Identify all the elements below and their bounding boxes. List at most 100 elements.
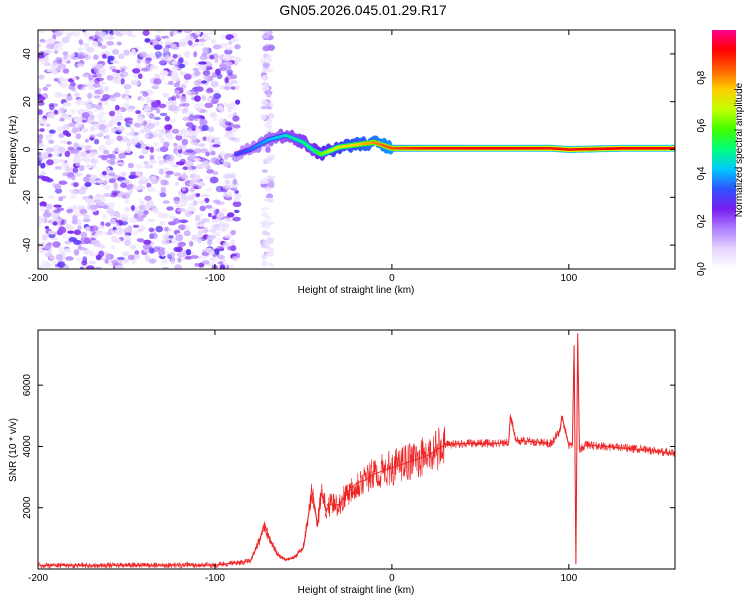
noise-speck — [146, 99, 152, 104]
noise-speck — [262, 169, 268, 173]
noise-speck — [86, 265, 95, 269]
noise-speck — [119, 73, 125, 78]
noise-speck — [234, 209, 240, 214]
noise-speck — [123, 239, 132, 247]
noise-speck — [232, 201, 242, 208]
noise-speck — [97, 200, 103, 207]
noise-speck — [38, 216, 46, 223]
noise-speck — [229, 74, 238, 80]
noise-speck — [136, 115, 144, 123]
noise-speck — [159, 112, 168, 117]
noise-speck — [179, 103, 186, 107]
noise-speck — [201, 94, 206, 101]
noise-speck — [70, 52, 76, 57]
noise-speck — [72, 215, 78, 222]
noise-speck — [65, 32, 72, 40]
noise-speck — [260, 207, 270, 211]
noise-speck — [69, 189, 78, 196]
colorbar-tick-label: 0.8 — [696, 70, 707, 84]
noise-speck — [171, 60, 178, 65]
noise-speck — [94, 232, 101, 237]
noise-speck — [123, 49, 130, 56]
noise-speck — [38, 109, 43, 115]
noise-speck — [84, 146, 92, 151]
noise-speck — [207, 135, 214, 140]
noise-speck — [95, 193, 101, 198]
noise-speck — [39, 128, 45, 132]
noise-speck — [67, 146, 74, 151]
noise-speck — [106, 41, 115, 46]
noise-speck — [260, 106, 268, 110]
noise-speck — [224, 77, 229, 84]
noise-speck — [58, 106, 66, 113]
noise-speck — [62, 51, 69, 56]
noise-speck — [165, 170, 174, 175]
noise-speck — [130, 205, 135, 211]
noise-speck — [112, 192, 118, 196]
noise-speck — [88, 174, 98, 181]
noise-speck — [159, 70, 169, 77]
noise-speck — [224, 181, 231, 188]
noise-speck — [227, 212, 235, 218]
noise-speck — [159, 220, 166, 226]
noise-speck — [83, 237, 91, 245]
noise-speck — [116, 121, 122, 126]
noise-speck — [173, 172, 182, 177]
noise-speck — [214, 57, 219, 64]
noise-speck — [171, 72, 177, 80]
noise-speck — [230, 187, 238, 191]
noise-speck — [187, 116, 195, 122]
noise-speck — [45, 43, 53, 49]
noise-speck — [127, 120, 133, 125]
x-tick-label: -100 — [205, 573, 225, 584]
noise-speck — [148, 227, 155, 233]
noise-speck — [232, 124, 241, 129]
noise-speck — [263, 30, 270, 33]
noise-speck — [54, 30, 63, 37]
noise-speck — [130, 229, 139, 236]
noise-speck — [88, 152, 96, 158]
noise-speck — [77, 247, 87, 251]
noise-speck — [101, 155, 108, 161]
noise-speck — [218, 118, 225, 124]
noise-speck — [261, 100, 269, 105]
noise-speck — [89, 134, 96, 139]
noise-speck — [197, 200, 206, 205]
noise-speck — [96, 133, 103, 138]
noise-speck — [44, 226, 50, 230]
spectrogram-x-label: Height of straight line (km) — [298, 285, 415, 296]
noise-speck — [202, 124, 209, 132]
noise-speck — [217, 254, 225, 260]
noise-speck — [45, 147, 55, 153]
noise-speck — [103, 149, 110, 155]
noise-speck — [57, 261, 66, 269]
noise-speck — [104, 86, 109, 92]
noise-speck — [207, 212, 212, 218]
noise-speck — [173, 196, 181, 201]
noise-speck — [144, 254, 151, 262]
noise-speck — [185, 249, 192, 256]
noise-speck — [185, 211, 192, 217]
noise-speck — [112, 69, 117, 73]
noise-speck — [193, 174, 201, 181]
noise-speck — [63, 55, 68, 60]
noise-speck — [168, 235, 174, 239]
noise-speck — [80, 157, 90, 162]
noise-speck — [195, 193, 201, 198]
noise-speck — [45, 133, 53, 141]
noise-speck — [85, 174, 91, 178]
noise-speck — [142, 243, 152, 250]
noise-speck — [180, 96, 187, 103]
noise-speck — [65, 223, 73, 230]
noise-speck — [199, 224, 204, 228]
noise-speck — [262, 85, 270, 91]
noise-speck — [76, 63, 85, 68]
noise-speck — [88, 250, 94, 257]
noise-speck — [97, 38, 105, 43]
noise-speck — [138, 73, 143, 79]
noise-speck — [218, 246, 224, 250]
noise-speck — [211, 224, 220, 231]
noise-speck — [155, 225, 163, 233]
noise-speck — [266, 175, 276, 180]
noise-speck — [183, 30, 193, 34]
